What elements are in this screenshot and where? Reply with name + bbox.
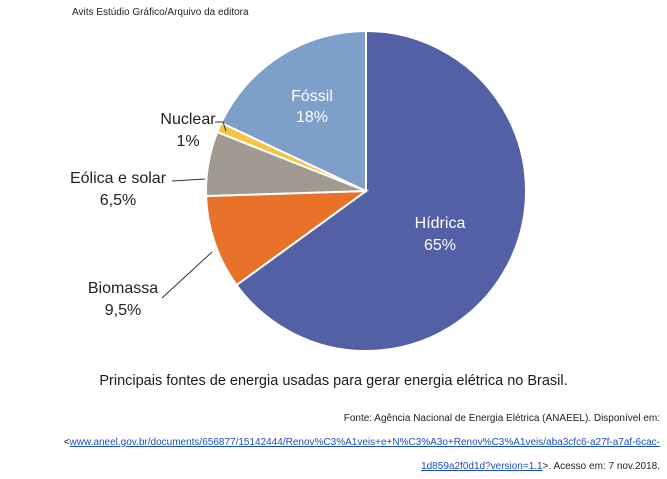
leader-nuclear [215,121,227,132]
source-note: Fonte: Agência Nacional de Energia Elétr… [20,407,660,479]
source-line-3: 1d859a2f0d1d?version=1.1>. Acesso em: 7 … [20,455,660,479]
source-line-1: Fonte: Agência Nacional de Energia Elétr… [343,413,660,424]
image-credit: Avits Estúdio Gráfico/Arquivo da editora [72,7,249,18]
source-tail: >. Acesso em: 7 nov.2018. [542,461,660,472]
pie-slice-f-ssil [219,29,367,193]
slice-name-fossil: Fóssil [291,88,333,105]
slice-value-biomassa: 9,5% [105,302,141,319]
slice-value-nuclear: 1% [176,133,199,150]
slice-value-fossil: 18% [296,109,328,126]
chart-caption: Principais fontes de energia usadas para… [99,373,568,389]
source-link-part1[interactable]: www.aneel.gov.br/documents/656877/151424… [69,437,660,448]
pie-slices [205,29,527,352]
leader-biomassa [161,251,213,299]
pie-slice-h-drica [235,29,527,352]
pie-slice-biomassa [205,189,370,287]
slice-value-eolica: 6,5% [100,192,136,209]
slice-name-eolica: Eólica e solar [70,170,167,187]
leader-eolica [171,178,206,182]
slice-name-hidrica: Hídrica [415,215,466,232]
slice-name-biomassa: Biomassa [88,280,158,297]
pie-chart: Fóssil 18% Hídrica 65% Nuclear 1% Eólica… [70,29,527,352]
source-link-part2[interactable]: 1d859a2f0d1d?version=1.1 [421,461,543,472]
slice-value-hidrica: 65% [424,237,456,254]
slice-name-nuclear: Nuclear [160,111,216,128]
source-bracket-open: < [63,437,70,448]
leader-lines [161,121,227,299]
source-line-2: <www.aneel.gov.br/documents/656877/15142… [20,431,660,455]
